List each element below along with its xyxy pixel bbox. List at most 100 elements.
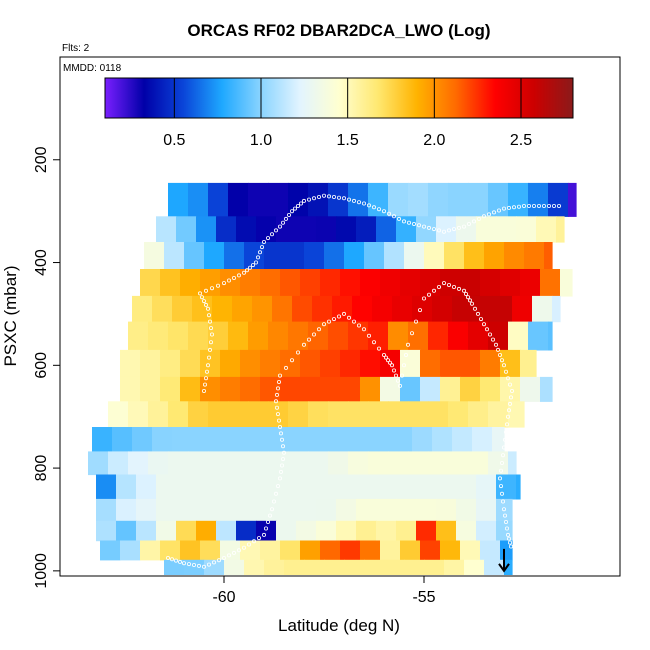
track-point [497,352,502,357]
heatmap-cell [400,376,421,402]
heatmap-cell [452,427,473,452]
heatmap-cell [160,269,181,297]
track-point [506,536,511,541]
track-point [341,196,346,201]
track-point [507,540,512,545]
track-point [472,306,477,311]
track-point [289,209,294,214]
heatmap-cell [168,401,189,428]
x-tick-label: -60 [212,589,235,606]
track-point [387,360,392,365]
track-point [467,298,472,303]
heatmap-cell [300,349,321,378]
heatmap-cell [412,295,433,323]
colorbar: 0.5 1.0 1.5 2.0 2.5 [104,77,574,149]
track-point [351,319,356,324]
track-point [275,412,280,417]
heatmap-cell [160,349,181,378]
heatmap-cell [376,474,397,500]
heatmap-cell [196,216,217,243]
track-point [271,499,276,504]
heatmap-cell [148,401,169,428]
track-point [301,198,306,203]
x-axis-label: Latitude (deg N) [278,616,400,635]
track-point [221,556,226,561]
track-point [346,197,351,202]
track-point [481,322,486,327]
heatmap-cell [108,401,129,428]
heatmap-cell [116,498,137,522]
track-point [512,205,517,210]
heatmap-cell [420,349,441,378]
heatmap-cell [440,349,461,378]
heatmap-cell [484,242,505,270]
track-point [321,193,326,198]
heatmap-cell [156,216,177,243]
heatmap-cell [380,269,401,297]
heatmap-cell [244,559,265,575]
heatmap-cell [432,295,453,323]
heatmap-cell [360,349,381,378]
track-point [277,373,282,378]
track-point [371,340,376,345]
track-point [441,281,446,286]
track-point [208,340,213,345]
heatmap-cell [260,540,281,561]
heatmap-cell [504,559,513,575]
heatmap-cell [436,216,457,243]
heatmap-cell [480,376,501,402]
track-point [501,206,506,211]
track-point [226,278,231,283]
heatmap-cell [280,349,301,378]
heatmap-cell [384,242,405,270]
track-point [269,507,274,512]
track-point [500,499,505,504]
heatmap-cell [188,321,209,351]
heatmap-cell [212,295,233,323]
track-point [204,369,209,374]
heatmap-cell [340,540,361,561]
heatmap-cell [220,376,241,402]
track-point [391,214,396,219]
track-point [173,558,178,563]
track-point [208,326,213,331]
track-point [471,219,476,224]
track-point [331,194,336,199]
heatmap-cell [404,559,425,575]
heatmap-cell [404,242,425,270]
heatmap-cell [128,321,149,351]
colorbar-tick-label: 2.0 [423,132,445,149]
track-point [336,314,341,319]
heatmap-cell [492,427,505,452]
track-point [391,368,396,373]
track-point [463,291,468,296]
heatmap-cell [196,498,217,522]
track-point [466,221,471,226]
heatmap-cell [328,451,349,476]
track-point [537,203,542,208]
track-point [431,288,436,293]
heatmap-cell [216,474,237,500]
track-point [199,295,204,300]
track-point [504,422,509,427]
heatmap-cell [508,451,517,476]
heatmap-cell [140,376,161,402]
heatmap-cell [308,182,329,217]
heatmap-cell [320,269,341,297]
heatmap-cell [448,401,469,428]
heatmap-cell [468,321,489,351]
track-point [206,562,211,567]
track-point [461,288,466,293]
track-point [481,214,486,219]
colorbar-tick-label: 2.5 [510,132,532,149]
heatmap-cell [228,321,249,351]
heatmap-cell [152,427,173,452]
colorbar-tick-label: 1.0 [250,132,272,149]
heatmap-cell [444,242,465,270]
track-point [346,315,351,320]
heatmap-cell [176,498,197,522]
heatmap-cell [496,474,517,500]
heatmap-cell [112,427,133,452]
track-point [499,491,504,496]
heatmap-cell [400,269,421,297]
